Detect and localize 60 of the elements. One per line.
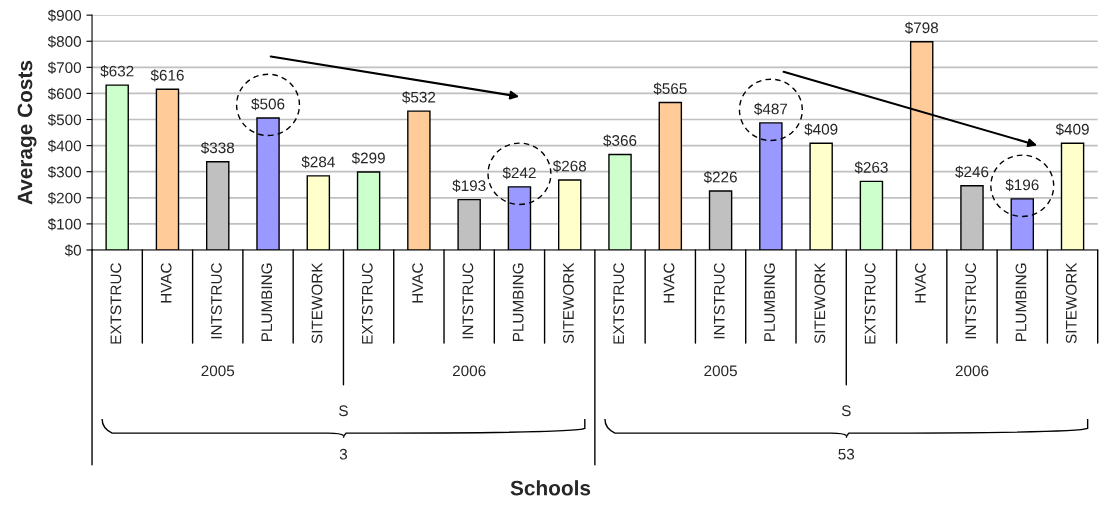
data-label: $487 (754, 102, 788, 116)
text: 53 (838, 448, 855, 460)
data-label: $616 (150, 69, 184, 82)
y-tick-label: $100 (47, 218, 82, 231)
x-tick-label: SITEWORK (563, 262, 574, 344)
data-label: $338 (200, 141, 235, 155)
data-label: $632 (100, 65, 134, 78)
data-label: $532 (402, 91, 436, 104)
x-tick-label: INTSTRUC (965, 263, 977, 339)
y-tick-label: $800 (47, 35, 82, 48)
x-tick-label: EXTSTRUC (110, 263, 122, 344)
text: Schools (510, 480, 591, 496)
x-tick-label: PLUMBING (1015, 263, 1027, 342)
text: 2005 (201, 365, 235, 377)
x-tick-label: PLUMBING (512, 263, 524, 342)
data-label: $409 (804, 123, 838, 136)
x-tick-label: INTSTRUC (462, 263, 474, 339)
data-label: $268 (552, 160, 587, 173)
x-tick-label: SITEWORK (814, 262, 826, 344)
x-tick-label: EXTSTRUC (864, 263, 876, 344)
data-label: $193 (452, 179, 486, 192)
data-label: $196 (1005, 178, 1039, 192)
x-tick-label: HVAC (160, 263, 172, 303)
x-tick-label: INTSTRUC (713, 263, 725, 339)
data-label: $263 (854, 161, 888, 174)
data-label: $506 (251, 97, 285, 111)
x-tick-label: PLUMBING (764, 263, 775, 342)
data-label: $246 (955, 165, 989, 179)
y-tick-label: $900 (47, 9, 82, 22)
text: 2005 (704, 365, 737, 377)
x-tick-label: EXTSTRUC (613, 263, 625, 344)
data-label: $366 (603, 134, 637, 147)
y-tick-label: $400 (47, 139, 82, 153)
x-tick-label: SITEWORK (1065, 262, 1077, 344)
x-tick-label: PLUMBING (261, 263, 273, 342)
y-tick-label: $600 (47, 87, 82, 101)
data-label: $284 (301, 155, 335, 169)
y-tick-label: $200 (47, 192, 82, 205)
data-label: $299 (351, 151, 385, 165)
x-tick-label: SITEWORK (311, 262, 323, 344)
x-tick-label: HVAC (412, 263, 423, 303)
data-label: $409 (1055, 123, 1089, 136)
y-tick-label: $700 (47, 61, 82, 74)
y-tick-label: $300 (47, 165, 82, 179)
y-tick-label: $0 (64, 244, 82, 257)
x-tick-label: HVAC (663, 263, 675, 303)
text: S (841, 405, 851, 417)
text: 3 (339, 448, 348, 460)
text: S (339, 405, 348, 417)
x-tick-label: INTSTRUC (211, 263, 222, 339)
text: 2006 (452, 365, 486, 377)
text: 2006 (955, 365, 989, 377)
x-tick-label: HVAC (914, 263, 926, 303)
y-tick-label: $500 (47, 113, 82, 127)
data-label: $798 (904, 21, 939, 35)
data-label: $565 (653, 82, 687, 95)
data-label: $226 (703, 170, 737, 184)
x-tick-label: EXTSTRUC (361, 263, 373, 344)
y-axis-title: Average Costs (17, 60, 37, 205)
data-label: $242 (502, 166, 536, 180)
